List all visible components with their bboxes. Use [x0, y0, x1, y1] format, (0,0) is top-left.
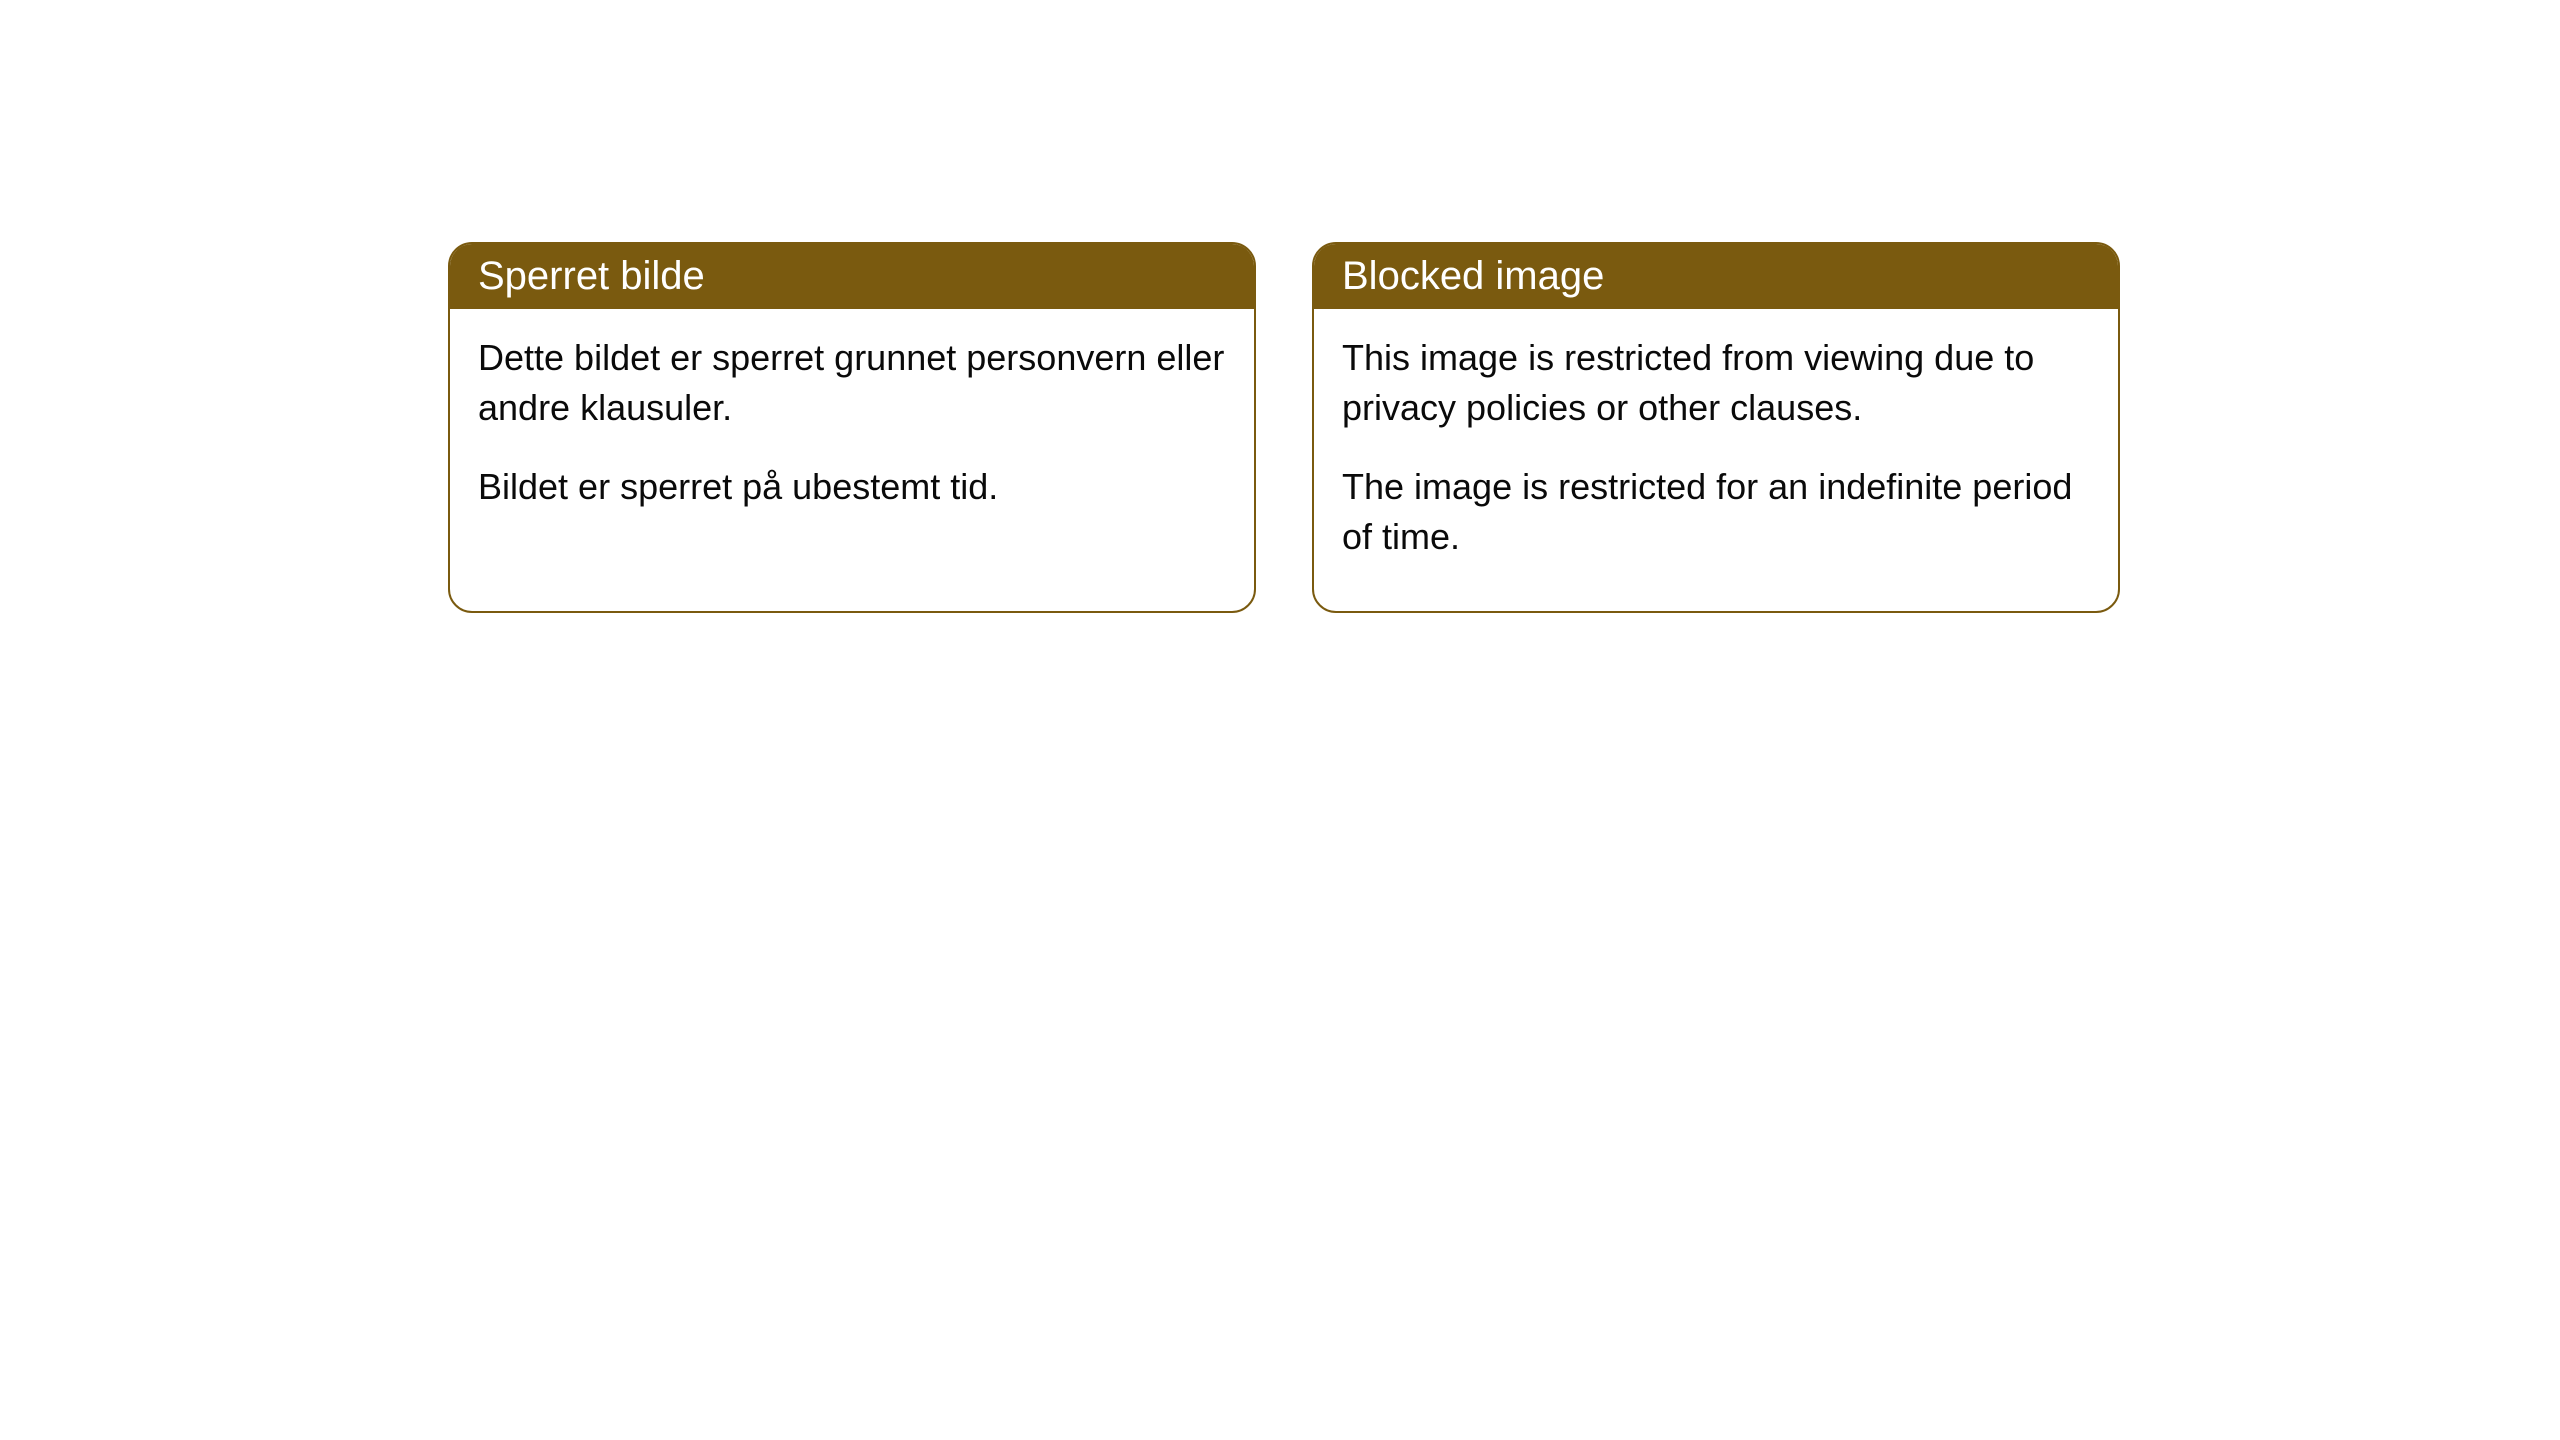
card-paragraph: Dette bildet er sperret grunnet personve… [478, 333, 1226, 434]
card-header: Blocked image [1314, 244, 2118, 309]
card-title: Blocked image [1342, 254, 1604, 298]
card-body: Dette bildet er sperret grunnet personve… [450, 309, 1254, 560]
blocked-image-card-english: Blocked image This image is restricted f… [1312, 242, 2120, 613]
card-paragraph: This image is restricted from viewing du… [1342, 333, 2090, 434]
card-header: Sperret bilde [450, 244, 1254, 309]
card-paragraph: The image is restricted for an indefinit… [1342, 462, 2090, 563]
blocked-image-card-norwegian: Sperret bilde Dette bildet er sperret gr… [448, 242, 1256, 613]
card-body: This image is restricted from viewing du… [1314, 309, 2118, 611]
card-title: Sperret bilde [478, 254, 705, 298]
card-paragraph: Bildet er sperret på ubestemt tid. [478, 462, 1226, 512]
notice-container: Sperret bilde Dette bildet er sperret gr… [0, 0, 2560, 613]
